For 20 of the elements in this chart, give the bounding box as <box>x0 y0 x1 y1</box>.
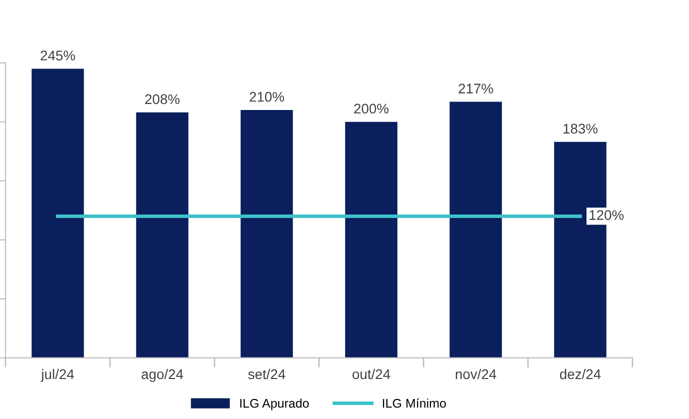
bar <box>136 112 188 358</box>
legend-label: ILG Apurado <box>240 398 309 410</box>
legend-label: ILG Mínimo <box>382 398 446 408</box>
bar <box>450 102 502 358</box>
x-tick-label: ago/24 <box>142 368 184 382</box>
bar <box>240 110 293 358</box>
x-tick-label: dez/24 <box>560 368 601 380</box>
bar <box>32 68 84 358</box>
data-label: 200% <box>354 104 389 114</box>
data-label: 245% <box>40 50 76 60</box>
data-label: 120% <box>590 210 624 220</box>
x-tick-label: set/24 <box>248 368 286 380</box>
x-tick-label: out/24 <box>352 368 390 380</box>
data-label: 217% <box>458 84 494 94</box>
data-label: 183% <box>564 124 598 134</box>
bar <box>345 122 398 358</box>
data-label: 208% <box>145 94 180 104</box>
x-tick-label: nov/24 <box>456 368 496 380</box>
x-tick-label: jul/24 <box>40 368 74 382</box>
data-label: 210% <box>250 92 284 102</box>
